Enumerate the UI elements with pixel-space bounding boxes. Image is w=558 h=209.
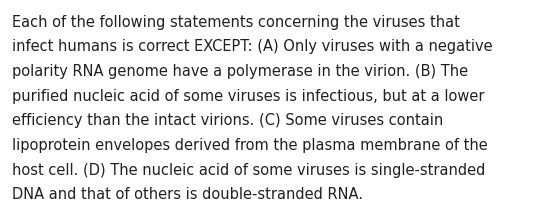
Text: purified nucleic acid of some viruses is infectious, but at a lower: purified nucleic acid of some viruses is… [12,89,485,104]
Text: infect humans is correct EXCEPT: (A) Only viruses with a negative: infect humans is correct EXCEPT: (A) Onl… [12,39,493,54]
Text: Each of the following statements concerning the viruses that: Each of the following statements concern… [12,15,460,30]
Text: lipoprotein envelopes derived from the plasma membrane of the: lipoprotein envelopes derived from the p… [12,138,488,153]
Text: polarity RNA genome have a polymerase in the virion. (B) The: polarity RNA genome have a polymerase in… [12,64,468,79]
Text: DNA and that of others is double-stranded RNA.: DNA and that of others is double-strande… [12,187,363,202]
Text: host cell. (D) The nucleic acid of some viruses is single-stranded: host cell. (D) The nucleic acid of some … [12,163,485,178]
Text: efficiency than the intact virions. (C) Some viruses contain: efficiency than the intact virions. (C) … [12,113,444,128]
